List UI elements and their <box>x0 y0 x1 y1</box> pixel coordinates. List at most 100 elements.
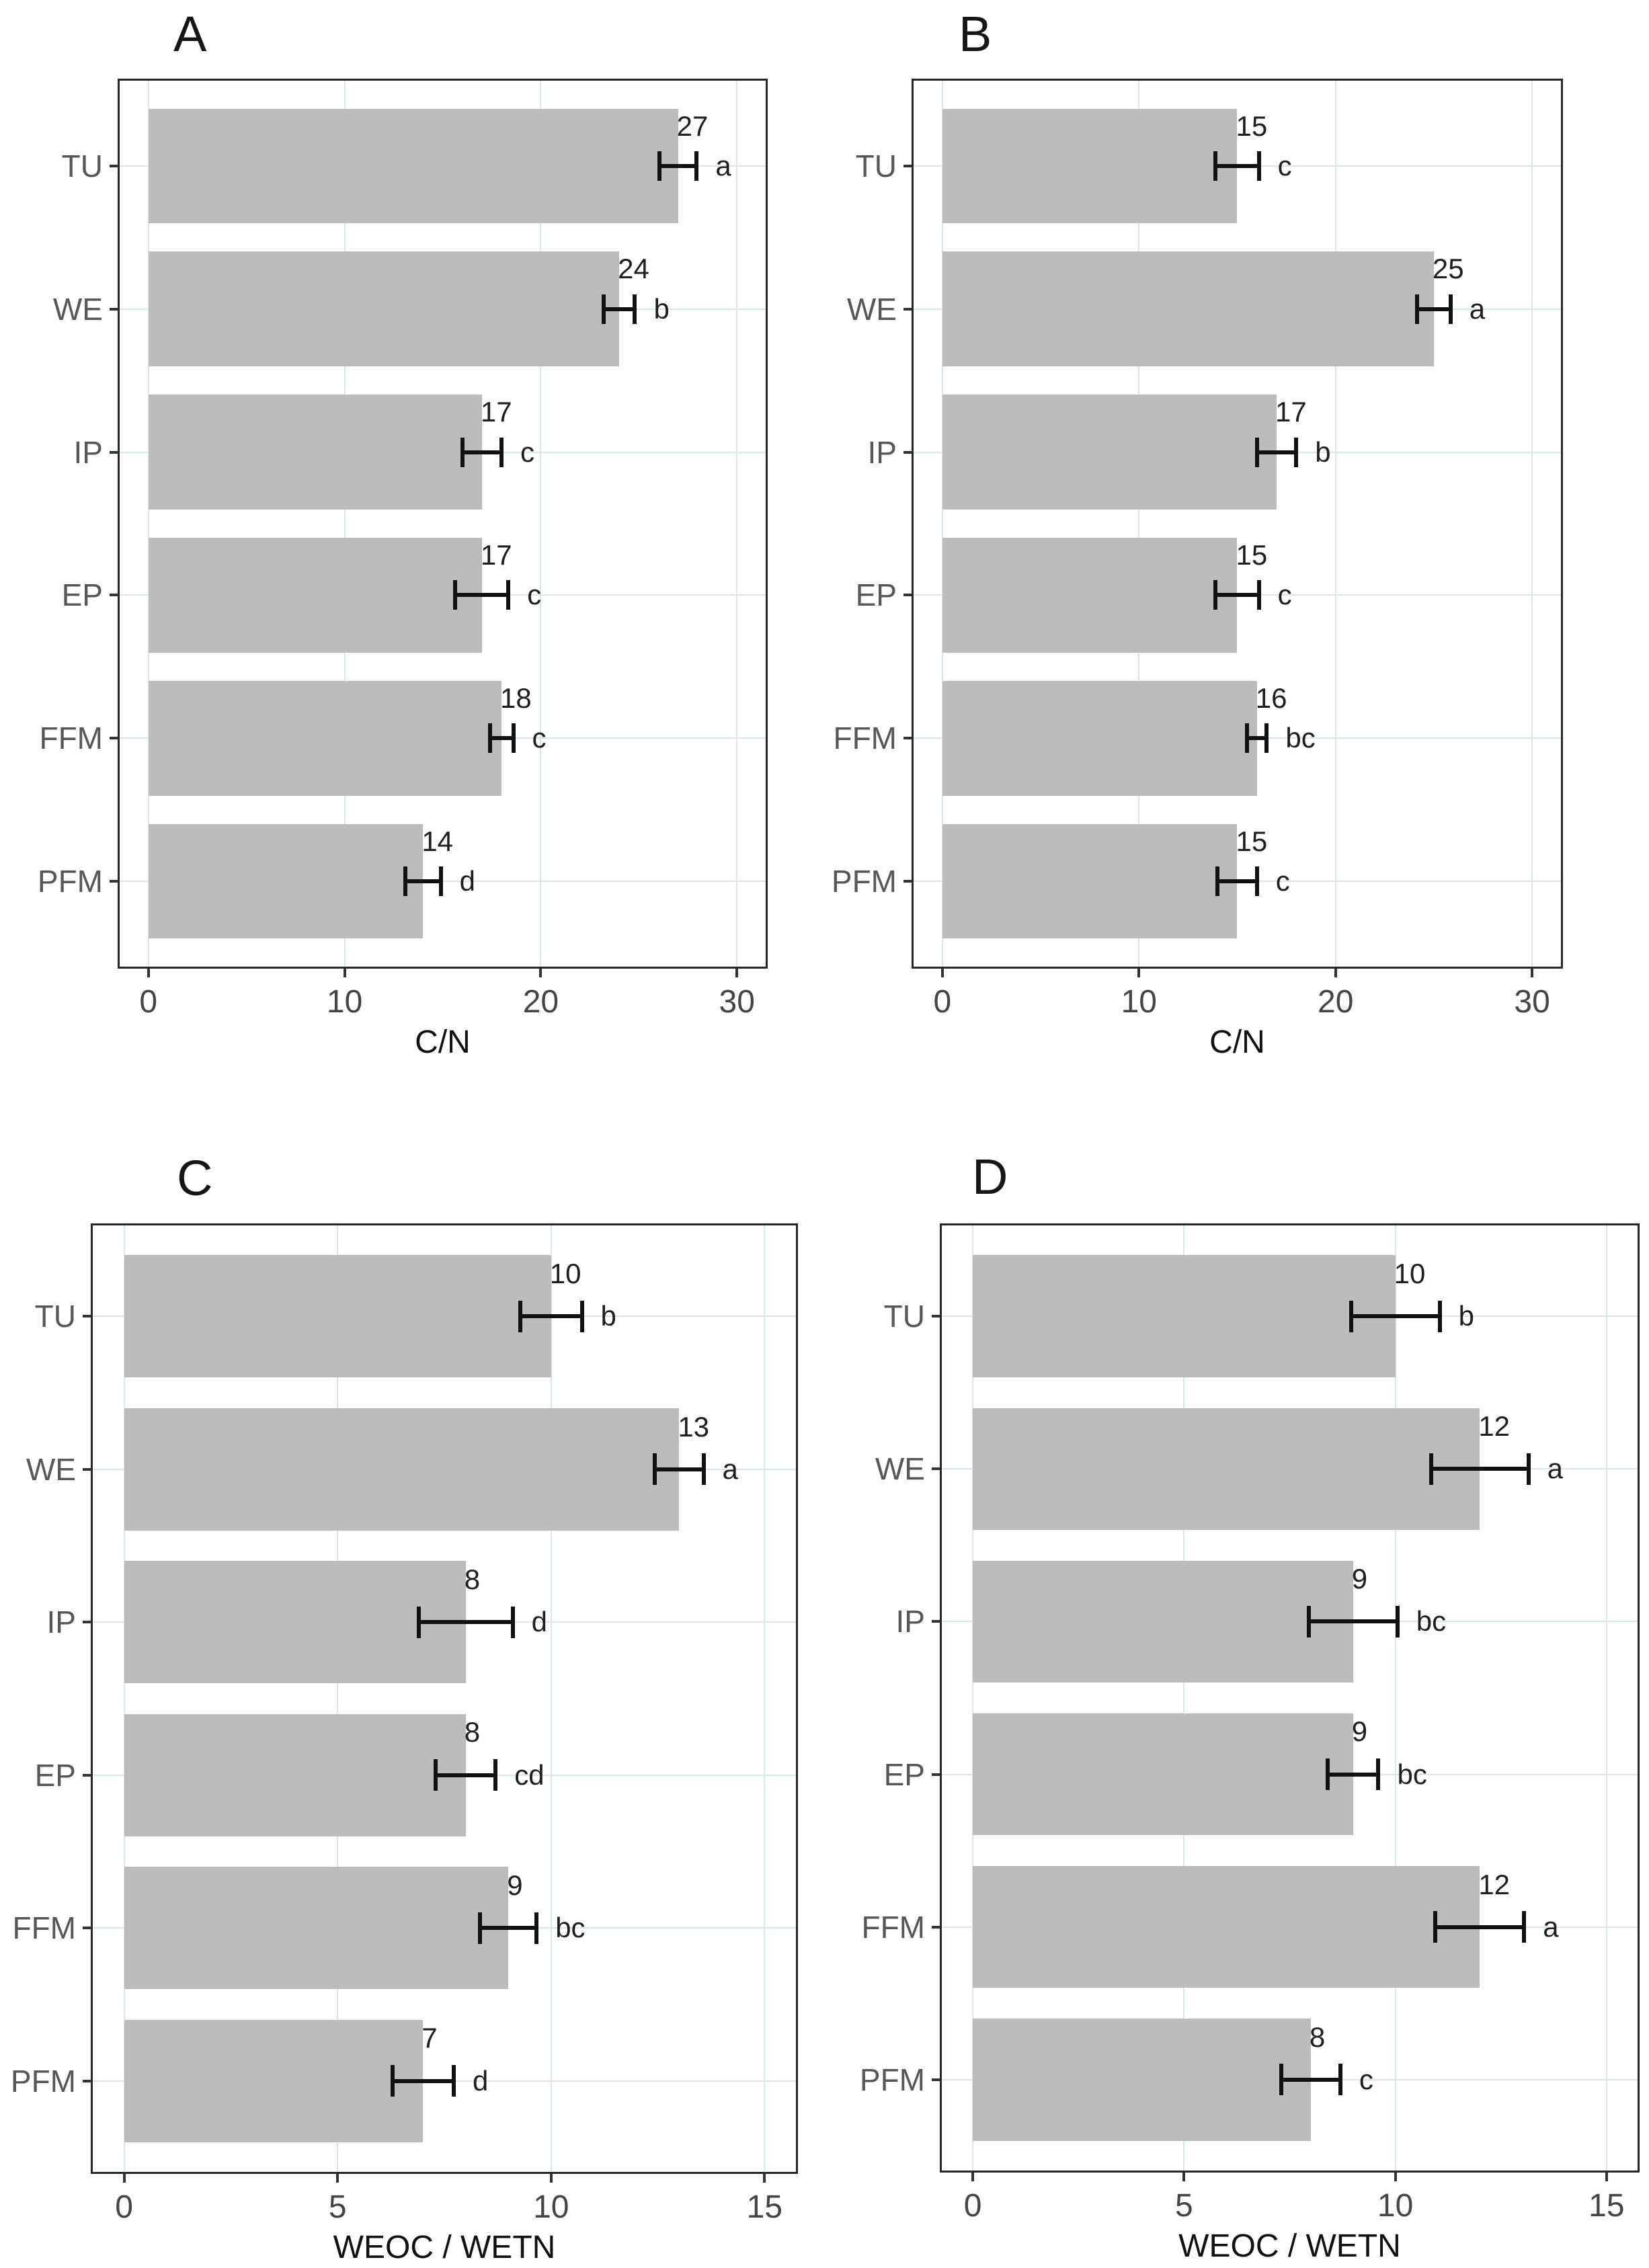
category-label-TU: TU <box>61 148 103 184</box>
category-label-PFM: PFM <box>37 864 103 899</box>
bar-value-label: 8 <box>464 1564 481 1596</box>
x-tick-mark <box>343 967 346 977</box>
bar-B-WE <box>942 251 1434 366</box>
x-gridline <box>972 1225 974 2171</box>
x-tick-mark <box>147 967 150 977</box>
bar-C-FFM <box>124 1867 509 1990</box>
error-bar-cap-right <box>701 1453 706 1486</box>
y-tick-mark <box>903 450 912 454</box>
category-label-PFM: PFM <box>831 864 897 899</box>
x-tick-label: 15 <box>1588 2188 1625 2224</box>
y-tick-mark <box>903 880 912 883</box>
error-bar-cap-right <box>1376 1758 1381 1791</box>
error-bar-cap-right <box>506 580 511 610</box>
significance-letter: b <box>1458 1300 1474 1332</box>
x-gridline <box>147 80 149 967</box>
category-label-EP: EP <box>855 577 897 613</box>
significance-letter: c <box>1277 149 1292 181</box>
x-tick-mark <box>122 2173 126 2183</box>
y-tick-mark <box>83 1773 91 1777</box>
bar-value-label: 27 <box>676 110 709 142</box>
x-axis-title: C/N <box>1209 1024 1265 1060</box>
bar-value-label: 9 <box>1351 1563 1368 1595</box>
error-bar-line <box>1217 879 1257 884</box>
x-tick-mark <box>1394 2171 1397 2181</box>
x-tick-label: 0 <box>139 984 158 1020</box>
error-bar-line <box>1308 1619 1398 1624</box>
category-label-FFM: FFM <box>861 1909 925 1945</box>
error-bar-line <box>1328 1772 1379 1777</box>
x-tick-label: 10 <box>533 2189 569 2225</box>
error-bar-cap-left <box>453 580 458 610</box>
y-tick-mark <box>83 1467 91 1471</box>
bar-C-WE <box>124 1408 680 1531</box>
y-tick-mark <box>83 1927 91 1930</box>
error-bar-line <box>1247 736 1267 741</box>
error-bar-cap-right <box>1254 866 1259 897</box>
category-label-WE: WE <box>875 1451 925 1487</box>
bar-value-label: 15 <box>1236 110 1268 142</box>
y-tick-mark <box>110 450 118 454</box>
error-bar-cap-right <box>534 1912 539 1944</box>
significance-letter: b <box>653 292 670 325</box>
x-tick-label: 10 <box>1377 2188 1414 2224</box>
error-bar-cap-right <box>1526 1453 1531 1485</box>
error-bar-cap-left <box>601 294 606 324</box>
category-label-WE: WE <box>26 1451 76 1487</box>
bar-B-PFM <box>942 824 1238 939</box>
error-bar-line <box>392 2078 454 2083</box>
panel-D-label: D <box>972 1149 1008 1205</box>
bar-value-label: 17 <box>480 539 512 571</box>
x-axis-title: WEOC / WETN <box>1178 2228 1401 2264</box>
significance-letter: c <box>532 722 547 754</box>
x-tick-label: 30 <box>719 984 755 1020</box>
category-label-WE: WE <box>846 291 897 327</box>
error-bar-cap-right <box>1437 1300 1442 1332</box>
x-gridline <box>1394 1225 1396 2171</box>
error-bar-cap-left <box>1254 437 1259 467</box>
significance-letter: c <box>1277 579 1292 611</box>
category-label-TU: TU <box>883 1299 925 1334</box>
error-bar-line <box>1351 1314 1440 1319</box>
error-bar-line <box>405 879 441 884</box>
y-tick-mark <box>83 1621 91 1624</box>
category-label-PFM: PFM <box>859 2062 925 2097</box>
significance-letter: c <box>1359 2063 1373 2095</box>
bar-value-label: 10 <box>549 1258 581 1290</box>
y-tick-mark <box>932 1620 940 1623</box>
plot-panel-border <box>940 1223 1640 2173</box>
bar-D-WE <box>973 1408 1480 1531</box>
x-gridline <box>1334 80 1336 967</box>
x-tick-mark <box>549 2173 553 2183</box>
x-gridline <box>540 80 542 967</box>
bar-value-label: 7 <box>421 2022 438 2054</box>
error-bar-cap-right <box>1256 580 1261 610</box>
y-tick-mark <box>110 164 118 167</box>
error-bar-cap-right <box>1256 151 1261 181</box>
category-label-FFM: FFM <box>39 721 103 756</box>
x-tick-label: 15 <box>746 2189 783 2225</box>
error-bar-line <box>1281 2077 1340 2082</box>
error-bar-cap-left <box>434 1759 438 1791</box>
significance-letter: bc <box>1397 1758 1427 1790</box>
error-bar-cap-left <box>1213 580 1218 610</box>
error-bar-cap-left <box>478 1912 483 1944</box>
error-bar-line <box>462 450 502 454</box>
x-tick-mark <box>1182 2171 1186 2181</box>
y-tick-mark <box>83 1315 91 1318</box>
error-bar-cap-left <box>1415 294 1420 324</box>
error-bar-cap-left <box>487 723 492 754</box>
bar-value-label: 9 <box>1351 1715 1368 1748</box>
error-bar-cap-left <box>1245 723 1250 754</box>
x-gridline <box>1605 1225 1607 2171</box>
category-label-IP: IP <box>46 1605 76 1640</box>
error-bar-line <box>480 1926 537 1931</box>
bar-value-label: 9 <box>507 1869 523 1901</box>
bar-C-EP <box>124 1713 466 1836</box>
plot-panel-border <box>118 79 768 969</box>
bar-value-label: 13 <box>678 1410 710 1443</box>
bar-A-EP <box>148 538 482 653</box>
error-bar-cap-right <box>510 1606 515 1638</box>
error-bar-cap-right <box>633 294 637 324</box>
y-tick-mark <box>83 2079 91 2082</box>
